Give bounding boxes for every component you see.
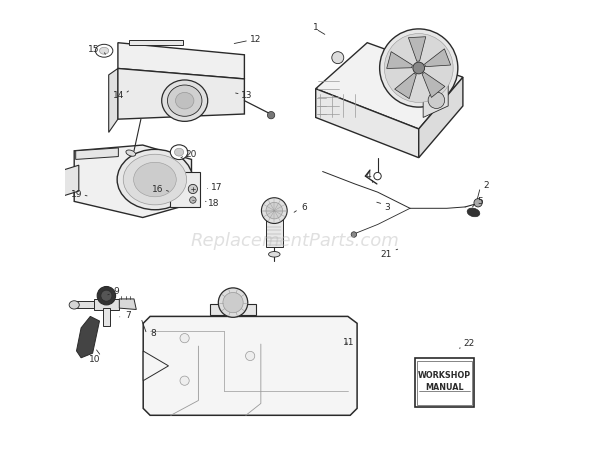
Circle shape <box>428 93 445 109</box>
Polygon shape <box>425 50 451 67</box>
Circle shape <box>266 203 283 219</box>
Ellipse shape <box>133 163 176 197</box>
Text: 19: 19 <box>71 189 82 198</box>
Polygon shape <box>316 44 463 129</box>
Ellipse shape <box>117 150 193 210</box>
Ellipse shape <box>69 301 79 309</box>
Circle shape <box>245 352 255 361</box>
Ellipse shape <box>467 209 480 217</box>
Polygon shape <box>77 317 100 358</box>
Circle shape <box>180 376 189 386</box>
Ellipse shape <box>162 81 208 122</box>
Circle shape <box>261 198 287 224</box>
Ellipse shape <box>175 93 194 110</box>
Polygon shape <box>408 38 426 62</box>
Circle shape <box>218 288 248 318</box>
Bar <box>103 308 110 326</box>
Circle shape <box>413 63 425 75</box>
Text: 16: 16 <box>152 185 163 194</box>
Polygon shape <box>76 149 119 160</box>
Polygon shape <box>143 317 357 415</box>
Text: 9: 9 <box>114 286 119 295</box>
Polygon shape <box>118 69 244 120</box>
Text: 20: 20 <box>185 150 196 159</box>
Bar <box>210 304 256 315</box>
Text: 11: 11 <box>343 337 355 347</box>
Text: 7: 7 <box>126 310 132 319</box>
Ellipse shape <box>171 146 188 160</box>
Circle shape <box>379 30 458 108</box>
Text: 4: 4 <box>366 171 372 180</box>
Polygon shape <box>170 173 200 207</box>
Text: 14: 14 <box>113 91 124 100</box>
Polygon shape <box>74 146 192 218</box>
Circle shape <box>180 334 189 343</box>
Circle shape <box>223 293 243 313</box>
Text: 18: 18 <box>208 198 219 207</box>
Bar <box>94 300 119 310</box>
Circle shape <box>474 199 482 207</box>
Bar <box>266 218 283 248</box>
Ellipse shape <box>96 45 113 58</box>
Bar <box>75 302 94 308</box>
Text: 2: 2 <box>484 181 489 190</box>
Circle shape <box>97 287 116 305</box>
Circle shape <box>374 173 381 180</box>
Ellipse shape <box>175 149 183 157</box>
Ellipse shape <box>100 48 109 55</box>
Text: ReplacementParts.com: ReplacementParts.com <box>191 232 399 250</box>
Text: 8: 8 <box>150 328 156 337</box>
Circle shape <box>351 232 356 238</box>
Polygon shape <box>129 41 183 46</box>
Circle shape <box>267 112 275 120</box>
Text: 15: 15 <box>88 45 99 54</box>
Ellipse shape <box>123 155 186 206</box>
Text: WORKSHOP: WORKSHOP <box>418 370 471 379</box>
Text: 3: 3 <box>384 203 390 212</box>
Polygon shape <box>118 44 244 80</box>
Bar <box>417 361 471 405</box>
Text: 6: 6 <box>301 203 307 212</box>
Bar <box>415 358 474 408</box>
Circle shape <box>189 197 196 204</box>
Polygon shape <box>119 299 136 310</box>
Ellipse shape <box>126 151 136 157</box>
Polygon shape <box>143 351 169 381</box>
Polygon shape <box>386 52 412 69</box>
Polygon shape <box>423 84 448 118</box>
Text: MANUAL: MANUAL <box>425 382 464 391</box>
Circle shape <box>332 52 344 65</box>
Text: 17: 17 <box>211 183 222 192</box>
Text: 1: 1 <box>313 23 319 32</box>
Polygon shape <box>109 69 118 133</box>
Polygon shape <box>316 90 419 158</box>
Text: 22: 22 <box>463 338 474 347</box>
Text: 21: 21 <box>381 249 392 258</box>
Text: 12: 12 <box>250 34 261 44</box>
Text: 10: 10 <box>89 354 101 364</box>
Text: 5: 5 <box>477 196 483 206</box>
Circle shape <box>188 185 198 194</box>
Polygon shape <box>422 73 445 98</box>
Circle shape <box>384 34 453 103</box>
Polygon shape <box>395 74 417 100</box>
Polygon shape <box>60 166 79 197</box>
Polygon shape <box>419 78 463 158</box>
Ellipse shape <box>268 252 280 257</box>
Ellipse shape <box>168 86 202 117</box>
Circle shape <box>101 291 112 302</box>
Text: 13: 13 <box>241 90 253 100</box>
